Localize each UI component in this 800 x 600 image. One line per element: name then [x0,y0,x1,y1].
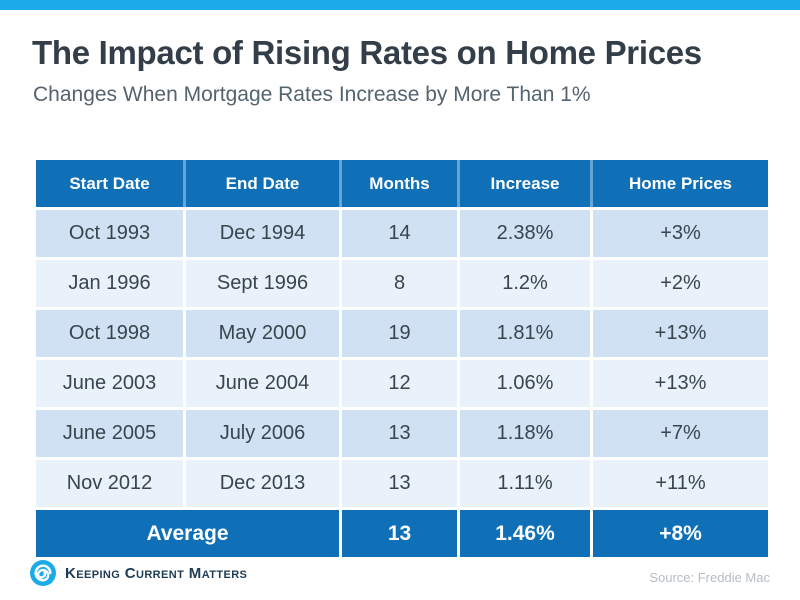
table-average-row: Average 13 1.46% +8% [36,510,768,557]
page-title: The Impact of Rising Rates on Home Price… [32,34,702,71]
table-header-row: Start Date End Date Months Increase Home… [36,160,768,207]
page-subtitle: Changes When Mortgage Rates Increase by … [33,83,591,106]
cell-months: 14 [342,210,457,257]
cell-increase: 1.11% [460,460,590,507]
cell-start-date: June 2005 [36,410,183,457]
cell-months: 12 [342,360,457,407]
table-row: June 2003 June 2004 12 1.06% +13% [36,360,768,407]
cell-end-date: Dec 1994 [186,210,339,257]
cell-home-prices: +3% [593,210,768,257]
table-row: Oct 1993 Dec 1994 14 2.38% +3% [36,210,768,257]
cell-end-date: Sept 1996 [186,260,339,307]
column-header-increase: Increase [460,160,590,207]
brand-logo: Keeping Current Matters [30,560,247,586]
cell-start-date: June 2003 [36,360,183,407]
cell-end-date: May 2000 [186,310,339,357]
average-label: Average [36,510,339,557]
cell-months: 13 [342,460,457,507]
brand-name: Keeping Current Matters [65,564,248,582]
cell-end-date: June 2004 [186,360,339,407]
source-attribution: Source: Freddie Mac [649,570,770,585]
average-home-prices: +8% [593,510,768,557]
column-header-start-date: Start Date [36,160,183,207]
table-row: Nov 2012 Dec 2013 13 1.11% +11% [36,460,768,507]
average-months: 13 [342,510,457,557]
cell-increase: 2.38% [460,210,590,257]
cell-home-prices: +11% [593,460,768,507]
average-increase: 1.46% [460,510,590,557]
cell-home-prices: +13% [593,360,768,407]
cell-home-prices: +7% [593,410,768,457]
cell-start-date: Jan 1996 [36,260,183,307]
cell-home-prices: +13% [593,310,768,357]
cell-end-date: Dec 2013 [186,460,339,507]
cell-increase: 1.81% [460,310,590,357]
table-row: June 2005 July 2006 13 1.18% +7% [36,410,768,457]
cell-months: 19 [342,310,457,357]
cell-home-prices: +2% [593,260,768,307]
cell-increase: 1.18% [460,410,590,457]
rates-impact-table: Start Date End Date Months Increase Home… [36,160,768,557]
cell-start-date: Nov 2012 [36,460,183,507]
cell-start-date: Oct 1998 [36,310,183,357]
cell-months: 8 [342,260,457,307]
column-header-end-date: End Date [186,160,339,207]
table-row: Oct 1998 May 2000 19 1.81% +13% [36,310,768,357]
cell-start-date: Oct 1993 [36,210,183,257]
table-row: Jan 1996 Sept 1996 8 1.2% +2% [36,260,768,307]
kcm-swirl-icon [30,560,56,586]
cell-end-date: July 2006 [186,410,339,457]
column-header-home-prices: Home Prices [593,160,768,207]
cell-increase: 1.2% [460,260,590,307]
cell-months: 13 [342,410,457,457]
column-header-months: Months [342,160,457,207]
cell-increase: 1.06% [460,360,590,407]
top-accent-bar [0,0,800,10]
